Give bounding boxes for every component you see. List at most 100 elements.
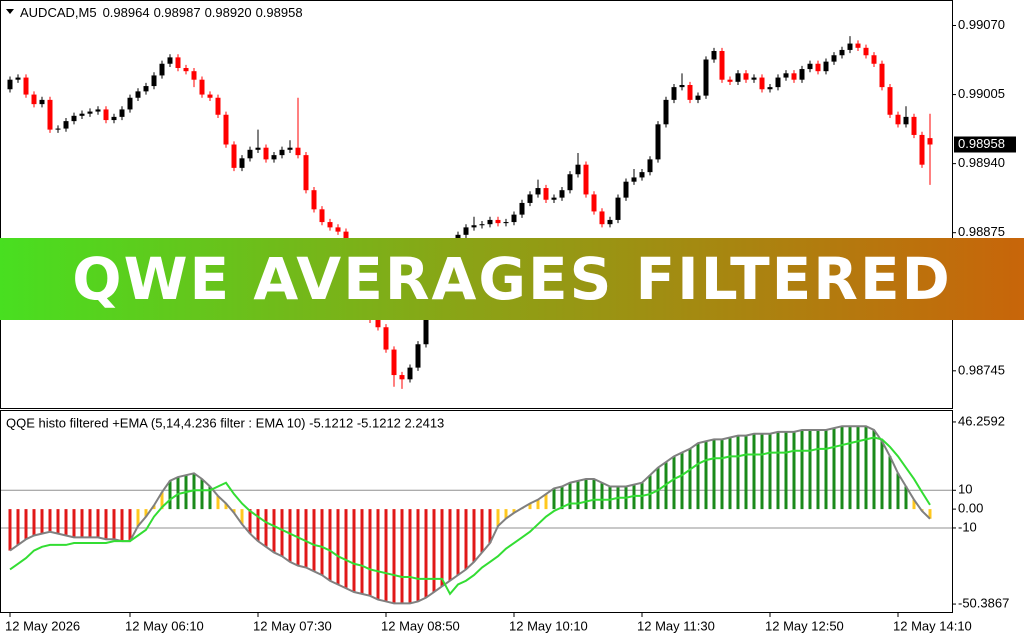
histogram-bar — [328, 509, 332, 581]
candle-body — [207, 94, 213, 98]
candle-body — [231, 144, 237, 168]
candle-body — [303, 155, 309, 191]
candle-body — [767, 87, 773, 90]
candle-body — [799, 69, 805, 80]
histogram-bar — [344, 509, 348, 589]
symbol: AUDCAD,M5 — [20, 5, 97, 20]
candle-body — [815, 63, 821, 72]
histogram-bar — [480, 509, 484, 553]
histogram-bar — [280, 509, 284, 557]
histogram-bar — [88, 509, 92, 538]
candle-body — [295, 147, 301, 156]
candle-body — [183, 68, 189, 72]
candle-body — [143, 86, 149, 92]
histogram-bar — [584, 478, 588, 510]
candle-body — [847, 43, 853, 50]
candle-body — [127, 97, 133, 110]
candle-body — [735, 73, 741, 82]
histogram-bar — [608, 486, 612, 510]
candle-body — [375, 319, 381, 328]
candle-body — [383, 327, 389, 350]
candle-body — [399, 375, 405, 380]
candle-body — [223, 114, 229, 145]
candle-body — [175, 57, 181, 68]
histogram-bar — [40, 509, 44, 534]
y-tick-label: 0.98940 — [958, 155, 1005, 170]
price-panel — [0, 0, 953, 409]
candle-body — [823, 61, 829, 72]
candle-body — [567, 174, 573, 191]
histogram-bar — [368, 509, 372, 596]
y-tick-label: 0.00 — [958, 501, 983, 516]
histogram-bar — [848, 426, 852, 510]
histogram-bar — [240, 509, 244, 525]
candle-body — [727, 79, 733, 82]
candle-body — [695, 95, 701, 100]
histogram-bar — [448, 509, 452, 581]
histogram-bar — [32, 509, 36, 536]
menu-arrow — [6, 9, 14, 14]
candle-body — [7, 79, 13, 90]
candle-body — [287, 147, 293, 150]
candle-body — [119, 109, 125, 117]
candle-body — [271, 155, 277, 160]
histogram-bar — [304, 509, 308, 568]
histogram-bar — [872, 429, 876, 510]
histogram-bar — [560, 486, 564, 510]
candle-body — [559, 190, 565, 198]
candle-body — [279, 149, 285, 156]
candle-body — [607, 219, 613, 225]
candle-body — [591, 194, 597, 212]
candle-body — [479, 224, 485, 226]
candle-body — [783, 73, 789, 78]
histogram-bar — [840, 426, 844, 510]
histogram-bar — [544, 494, 548, 510]
candle-body — [927, 138, 933, 145]
candle-body — [191, 71, 197, 80]
candle-body — [759, 77, 765, 90]
histogram-bar — [400, 509, 404, 604]
candle-body — [423, 299, 429, 345]
histogram-bar — [568, 482, 572, 510]
histogram-bar — [776, 431, 780, 510]
histogram-bar — [80, 509, 84, 538]
histogram-bar — [168, 480, 172, 510]
candle-body — [855, 43, 861, 48]
candle-body — [151, 75, 157, 87]
header-open: 0.98964 — [103, 5, 150, 20]
histogram-bar — [24, 509, 28, 540]
histogram-bar — [360, 509, 364, 594]
histogram-bar — [880, 441, 884, 510]
histogram-bar — [472, 509, 476, 562]
histogram-bar — [888, 456, 892, 510]
histogram-bar — [376, 509, 380, 600]
histogram-bar — [232, 509, 236, 513]
candle-body — [263, 147, 269, 160]
histogram-bar — [864, 426, 868, 510]
candle-body — [719, 51, 725, 80]
candle-body — [895, 114, 901, 125]
histogram-bar — [600, 482, 604, 510]
candle-body — [751, 77, 757, 80]
candle-body — [663, 99, 669, 125]
x-tick-label: 12 May 08:50 — [381, 618, 460, 633]
histogram-bar — [152, 505, 156, 510]
candle-body — [615, 197, 621, 220]
histogram-bar — [136, 509, 140, 527]
candle-body — [159, 63, 165, 76]
candle-body — [255, 147, 261, 150]
candle-body — [743, 73, 749, 80]
candle-body — [503, 222, 509, 224]
histogram-bar — [256, 509, 260, 542]
histogram-bar — [784, 431, 788, 510]
histogram-bar — [816, 429, 820, 510]
x-tick-label: 12 May 2026 — [5, 618, 80, 633]
histogram-bar — [704, 441, 708, 510]
histogram-bar — [72, 509, 76, 538]
candle-body — [511, 214, 517, 223]
histogram-bar — [912, 499, 916, 510]
candle-body — [495, 219, 501, 224]
candle-body — [319, 209, 325, 223]
histogram-bar — [320, 509, 324, 576]
candle-body — [631, 177, 637, 182]
